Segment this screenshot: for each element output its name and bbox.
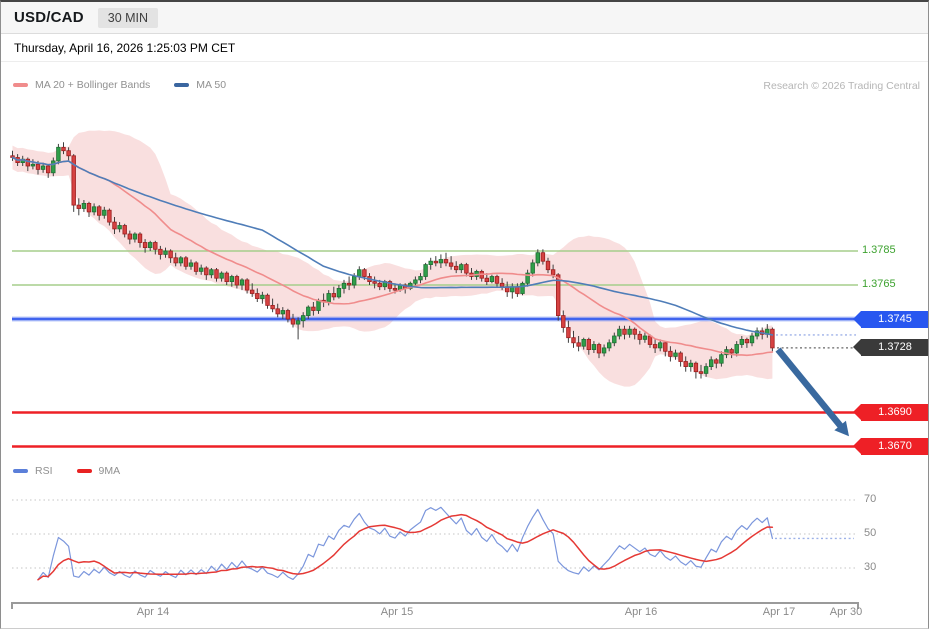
x-axis-label-0: Apr 14 [136, 606, 170, 618]
rsi-axis-label-30: 30 [864, 561, 877, 573]
rsi-legend: RSI 9MA [13, 465, 144, 477]
price-level-label-resistance-2: 1.3785 [862, 244, 896, 256]
header-bar: USD/CAD 30 MIN [1, 2, 928, 34]
price-tag-support-1: 1.3690 [853, 404, 929, 421]
ma20-legend-swatch-icon [13, 83, 28, 87]
price-tag-notch-icon [853, 438, 861, 454]
rsi-legend-swatch-icon [13, 469, 28, 473]
rsi-9ma-legend-swatch-icon [76, 469, 92, 473]
main-chart-legend: MA 20 + Bollinger Bands MA 50 [13, 79, 250, 91]
price-tag-support-2: 1.3670 [853, 438, 929, 455]
x-axis-label-3: Apr 17 [762, 606, 796, 618]
price-tag-pivot: 1.3745 [853, 310, 929, 328]
time-range-scrollbar[interactable] [11, 602, 859, 609]
rsi-9ma-legend-label: 9MA [98, 465, 121, 477]
ma20-legend-label: MA 20 + Bollinger Bands [35, 79, 151, 91]
rsi-axis-label-50: 50 [864, 527, 877, 539]
ma50-legend-swatch-icon [174, 83, 190, 87]
price-level-label-resistance-1: 1.3765 [862, 278, 896, 290]
rsi-legend-label: RSI [35, 465, 53, 477]
rsi-axis-label-70: 70 [864, 493, 877, 505]
x-axis-label-1: Apr 15 [380, 606, 414, 618]
price-tag-last-price: 1.3728 [853, 339, 929, 357]
legend-rsi-9ma: 9MA [76, 465, 121, 477]
legend-ma50: MA 50 [174, 79, 226, 91]
legend-ma20-bollinger: MA 20 + Bollinger Bands [13, 79, 150, 91]
datetime-bar: Thursday, April 16, 2026 1:25:03 PM CET [1, 35, 928, 62]
x-axis-label-4: Apr 30 [829, 606, 863, 618]
instrument-symbol: USD/CAD [14, 9, 84, 26]
price-tag-notch-icon [853, 310, 861, 327]
price-tag-notch-icon [853, 339, 861, 356]
price-tag-notch-icon [853, 404, 861, 420]
legend-rsi: RSI [13, 465, 53, 477]
timeframe-badge: 30 MIN [97, 7, 159, 28]
x-axis-label-2: Apr 16 [624, 606, 658, 618]
research-credit: Research © 2026 Trading Central [763, 80, 920, 92]
ma50-legend-label: MA 50 [196, 79, 227, 91]
